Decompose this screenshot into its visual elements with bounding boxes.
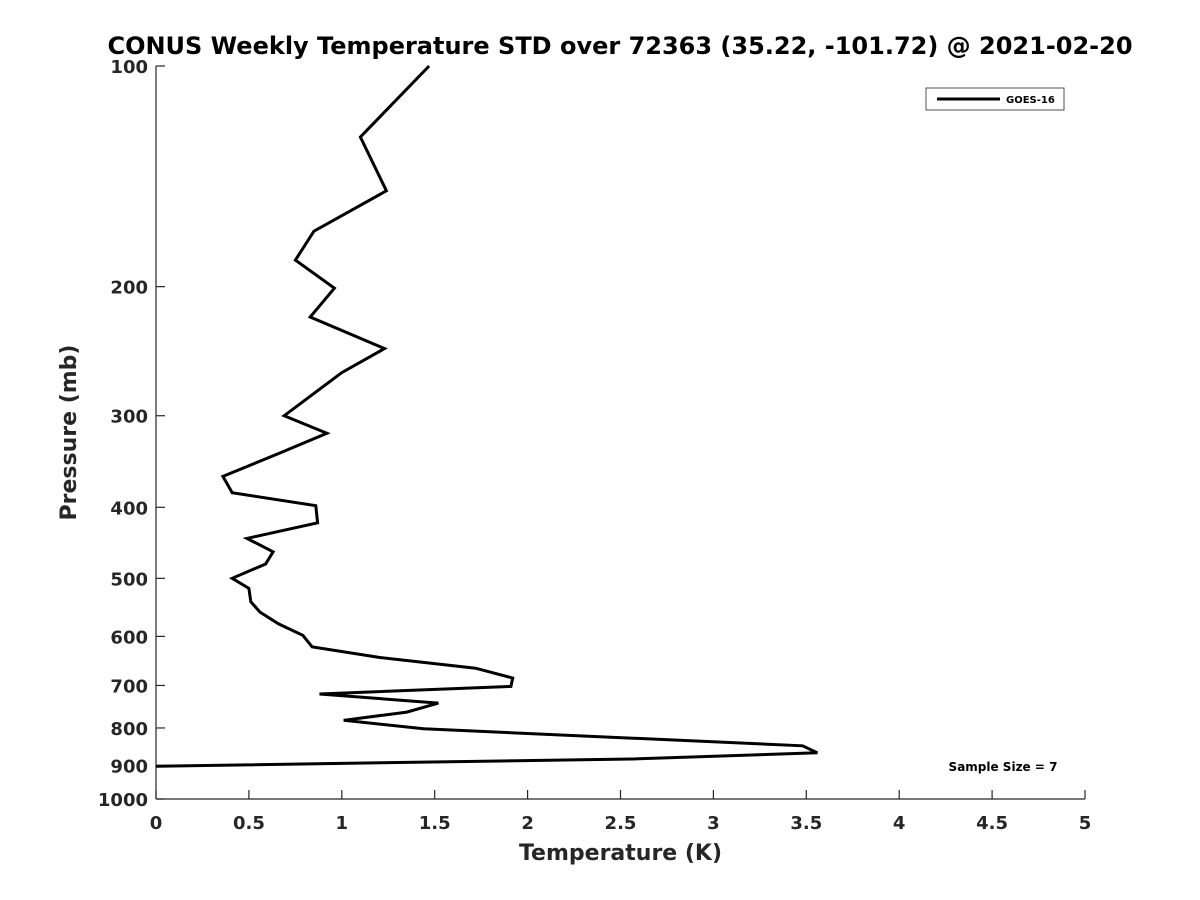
axes xyxy=(155,66,1085,800)
x-tick-label: 5 xyxy=(1079,813,1092,834)
x-ticks: 0 0.5 1 1.5 2 2.5 3 3.5 4 4.5 5 xyxy=(150,790,1092,834)
legend: GOES-16 xyxy=(925,87,1065,111)
x-tick-label: 0 xyxy=(150,813,163,834)
y-tick-label: 800 xyxy=(110,719,148,740)
y-axis-label: Pressure (mb) xyxy=(57,345,82,521)
chart-title: CONUS Weekly Temperature STD over 72363 … xyxy=(107,32,1132,60)
x-tick-label: 2 xyxy=(521,813,534,834)
y-tick-label: 500 xyxy=(110,569,148,590)
x-tick-label: 3.5 xyxy=(790,813,822,834)
y-tick-label: 100 xyxy=(110,57,148,78)
x-tick-label: 4 xyxy=(893,813,906,834)
series-line-goes-16 xyxy=(155,64,819,768)
y-tick-label: 300 xyxy=(110,407,148,428)
legend-label-goes-16: GOES-16 xyxy=(1006,95,1055,106)
y-ticks: 100 200 300 400 500 600 700 800 900 1000 xyxy=(98,57,165,811)
y-tick-label: 700 xyxy=(110,676,148,697)
y-tick-label: 900 xyxy=(110,756,148,777)
y-tick-label: 200 xyxy=(110,278,148,299)
y-tick-label: 400 xyxy=(110,498,148,519)
y-tick-label: 1000 xyxy=(98,790,148,811)
sample-size-annotation: Sample Size = 7 xyxy=(949,760,1058,774)
x-tick-label: 3 xyxy=(707,813,720,834)
x-axis-label: Temperature (K) xyxy=(519,841,722,866)
x-tick-label: 1.5 xyxy=(419,813,451,834)
x-tick-label: 0.5 xyxy=(233,813,265,834)
series-group xyxy=(155,64,819,768)
y-tick-label: 600 xyxy=(110,627,148,648)
x-tick-label: 4.5 xyxy=(976,813,1008,834)
x-tick-label: 2.5 xyxy=(605,813,637,834)
x-tick-label: 1 xyxy=(336,813,349,834)
